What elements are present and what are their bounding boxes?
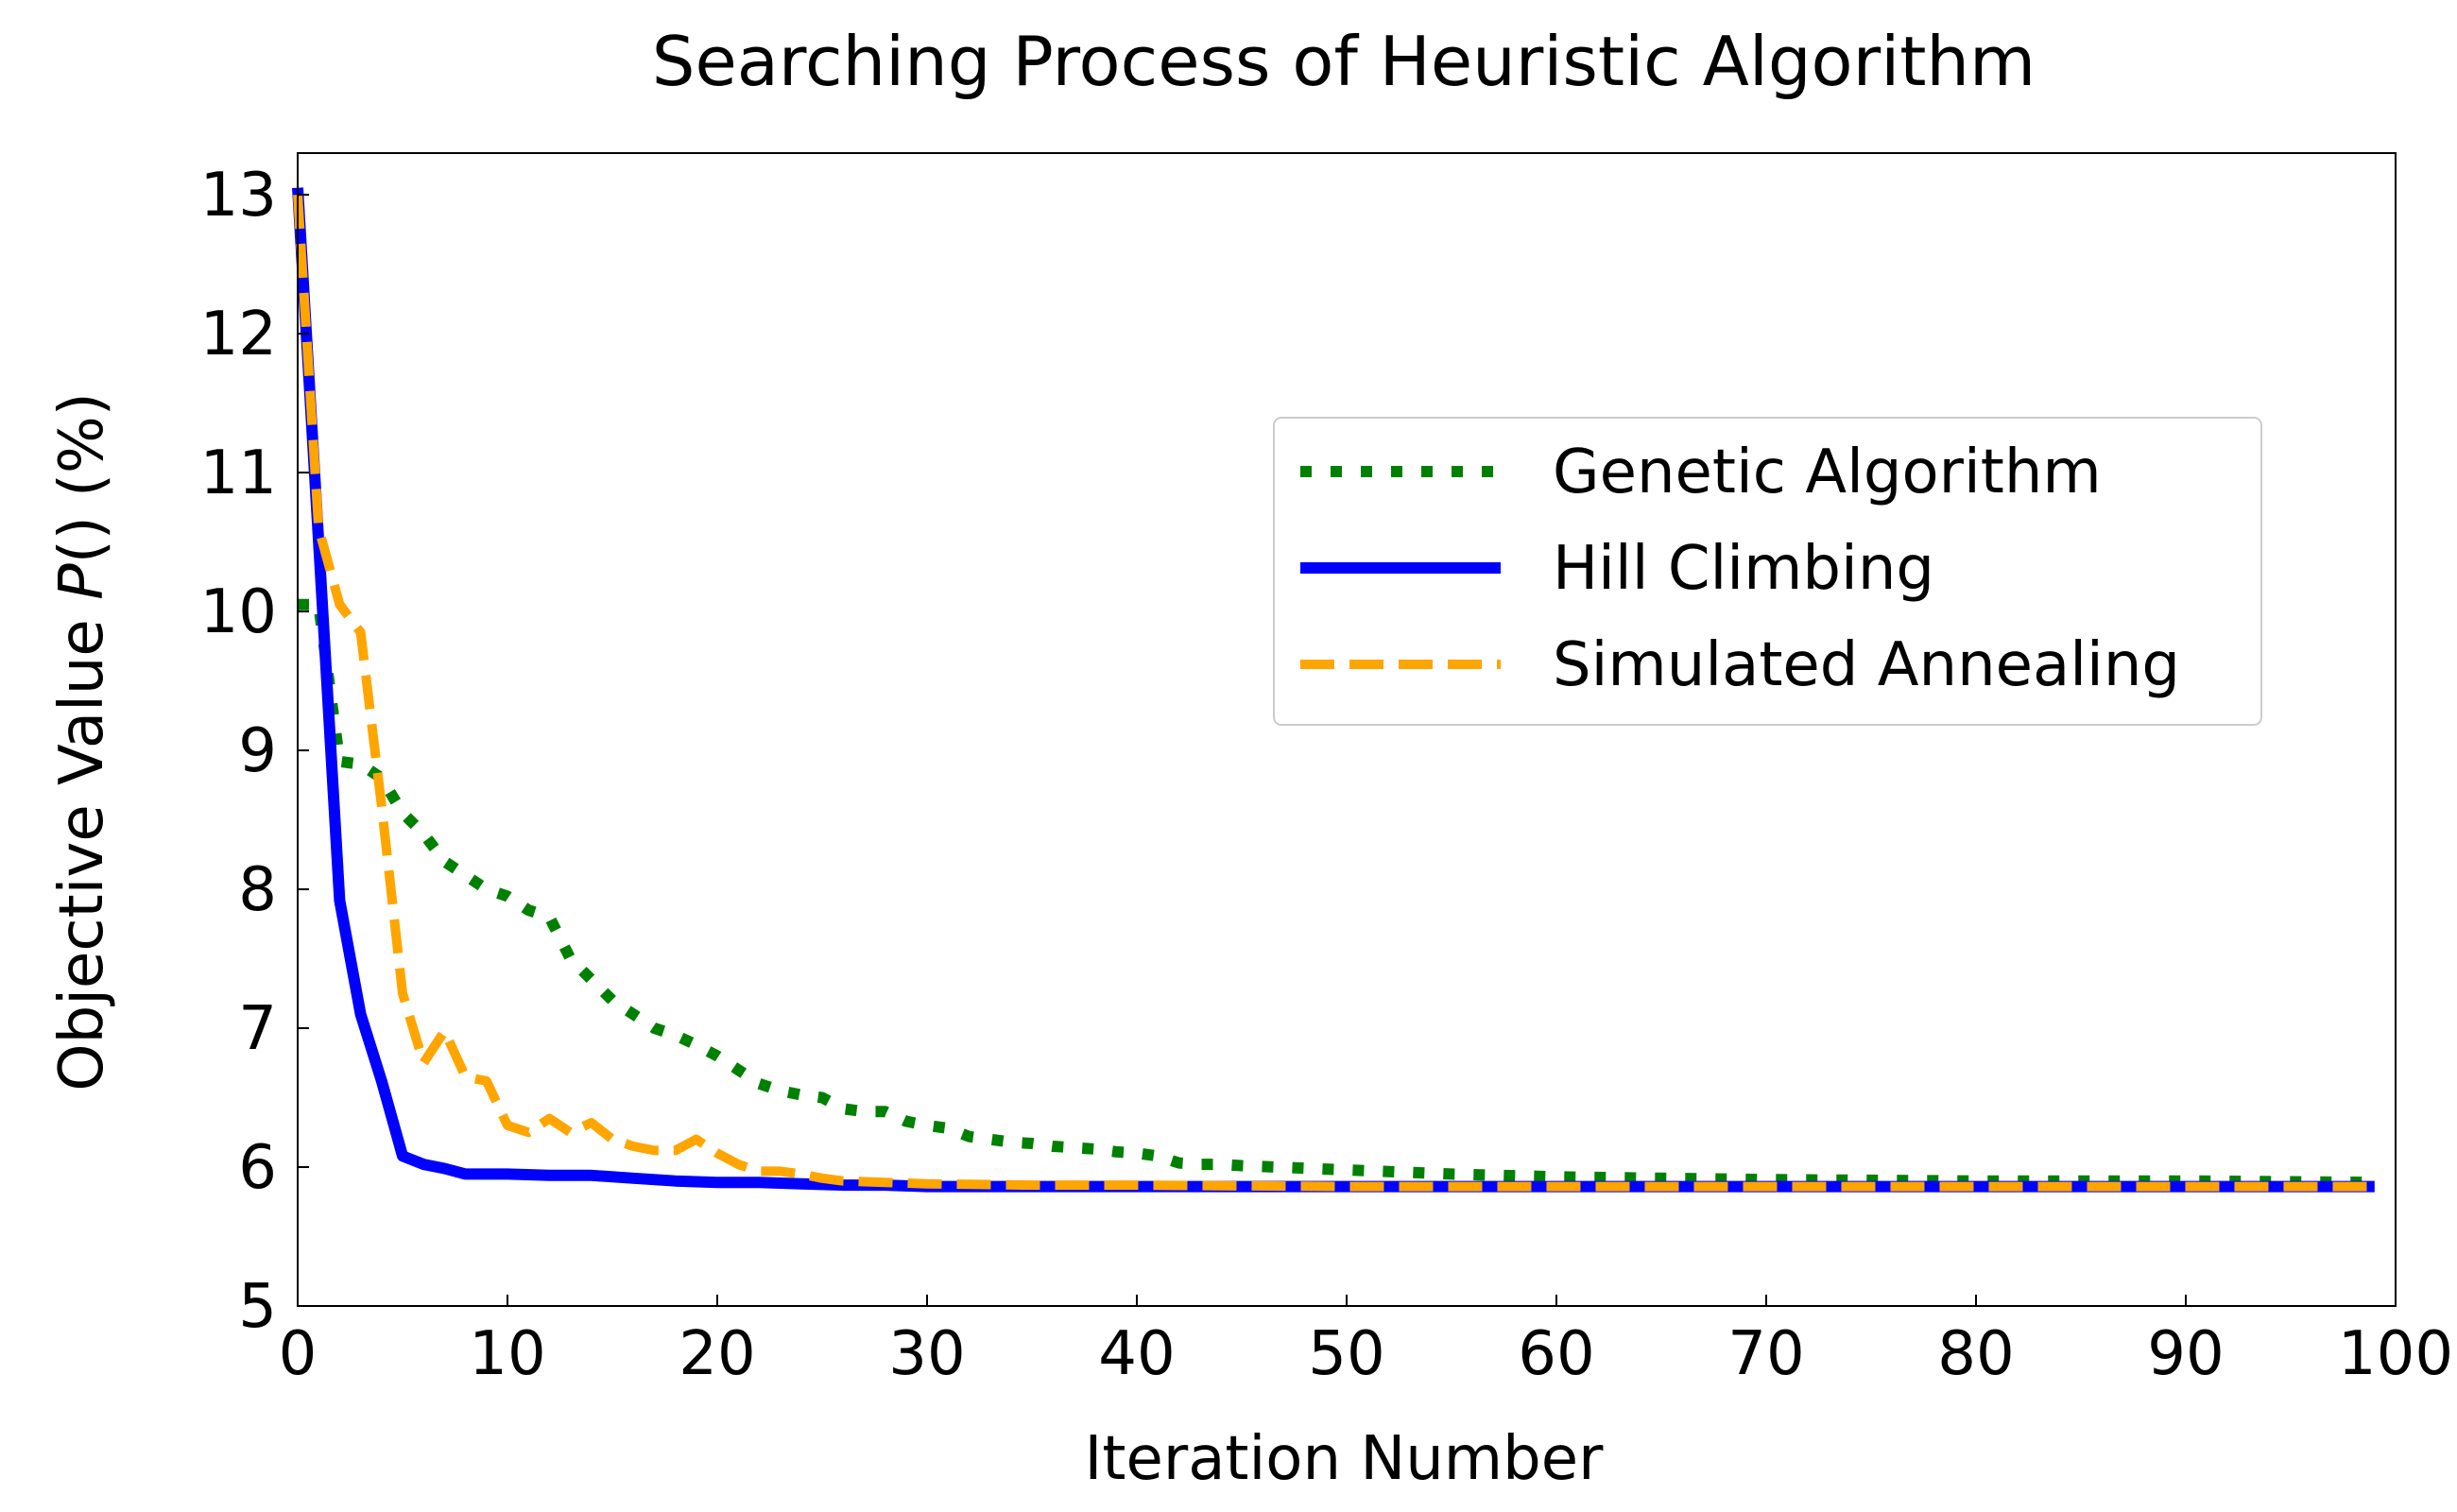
series-line-simulated-annealing [293, 194, 2375, 1192]
legend-label: Hill Climbing [1553, 534, 1934, 604]
plot-frame [297, 152, 2397, 1307]
series-line-hill-climbing [292, 187, 2375, 1193]
x-tick-label: 50 [1308, 1319, 1384, 1389]
y-tick-label: 12 [200, 300, 277, 369]
legend-label: Simulated Annealing [1553, 630, 2180, 700]
legend-box [1273, 417, 2262, 726]
y-axis-title-prefix: Objective Value [47, 600, 117, 1091]
y-axis-title-suffix: () (%) [47, 392, 117, 563]
x-tick-label: 70 [1727, 1319, 1804, 1389]
series-layer [292, 187, 2375, 1193]
legend-label: Genetic Algorithm [1553, 438, 2102, 507]
y-axis-title-italic: P [47, 563, 117, 600]
x-tick-label: 100 [2338, 1319, 2453, 1389]
x-axis-title: Iteration Number [1085, 1424, 1605, 1494]
x-tick-label: 20 [679, 1319, 755, 1389]
y-tick-label: 5 [238, 1272, 277, 1342]
series-line-genetic-algorithm [298, 598, 2375, 1189]
x-tick-label: 0 [279, 1319, 318, 1389]
x-tick-label: 80 [1937, 1319, 2014, 1389]
y-tick-label: 11 [200, 438, 277, 508]
legend: Genetic Algorithm Hill Climbing Simulated … [1273, 417, 2262, 726]
x-tick-label: 30 [888, 1319, 965, 1389]
y-tick-label: 8 [238, 855, 277, 925]
y-tick-label: 9 [238, 716, 277, 786]
y-tick-label: 7 [238, 994, 277, 1064]
x-tick-label: 90 [2147, 1319, 2224, 1389]
x-tick-label: 10 [469, 1319, 545, 1389]
y-axis-title: Objective Value P() (%) [47, 392, 117, 1091]
y-tick-label: 6 [238, 1133, 277, 1203]
x-tick-label: 60 [1518, 1319, 1594, 1389]
y-tick-label: 10 [200, 577, 277, 647]
y-tick-label: 13 [200, 161, 277, 231]
x-tick-label: 40 [1098, 1319, 1175, 1389]
chart-title: Searching Process of Heuristic Algorithm [652, 22, 2036, 101]
axis-layer: 0 10 20 30 40 50 60 70 80 90 100 5 6 7 8 9 10 11 12 13 [200, 152, 2453, 1389]
